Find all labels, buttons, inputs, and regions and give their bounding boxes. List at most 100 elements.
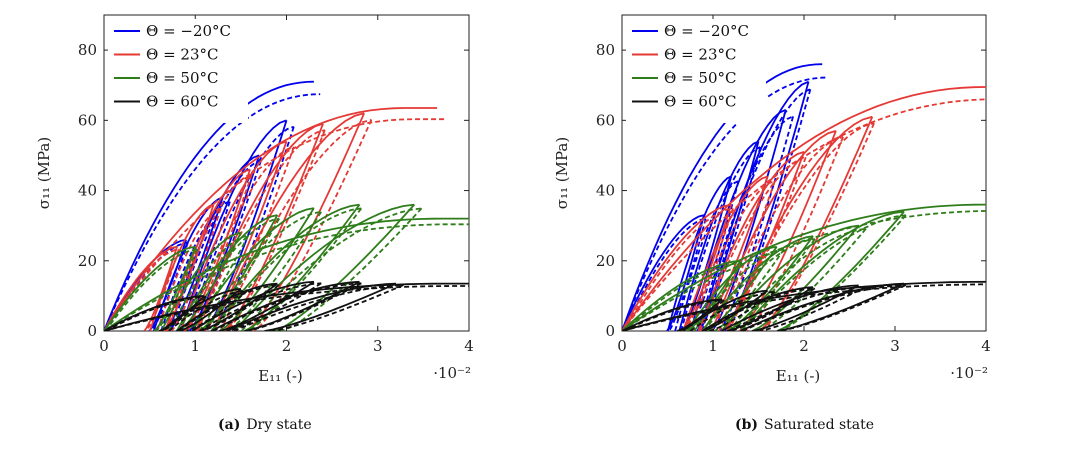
series-3 [104,280,469,331]
experiment-curve [178,232,242,331]
simulation-curve [759,285,867,331]
experiment-curve [179,140,287,331]
legend-label: Θ = 60°C [664,93,736,111]
simulation-curve [105,248,198,331]
x-tick-label: 3 [890,337,900,355]
simulation-curve [212,282,362,331]
simulation-curve [200,284,280,331]
simulation-curve [166,173,253,331]
y-tick-label: 40 [596,182,615,200]
envelope-curve [622,63,823,331]
y-tick-label: 0 [605,322,615,340]
y-tick-label: 60 [596,111,615,129]
simulation-curve [187,146,295,331]
envelope-sim-curve [104,93,321,331]
x-tick-label: 2 [799,337,809,355]
experiment-curve [678,140,759,331]
simulation-curve [168,289,249,331]
x-axis-label: E₁₁ (-) [776,367,821,385]
simulation-curve [701,88,811,331]
experiment-curve [682,289,768,331]
experiment-curve [720,284,859,331]
caption: (b) Saturated state [735,417,874,433]
experiment-curve [160,288,241,331]
simulation-curve [186,235,249,331]
simulation-curve [178,284,280,331]
x-tick-label: 2 [282,337,292,355]
simulation-curve [623,207,734,331]
caption-text: Dry state [246,417,311,433]
legend: Θ = −20°C Θ = 23°C Θ = 50°C Θ = 60°C [108,19,248,123]
experiment-curve [622,203,732,331]
simulation-curve [225,129,326,331]
experiment-curve [176,282,278,331]
simulation-curve [688,262,743,331]
caption-label: (a) [218,417,240,433]
experiment-curve [104,245,196,331]
simulation-curve [198,282,322,331]
experiment-curve [751,225,860,331]
x-axis-label: E₁₁ (-) [258,367,303,385]
x-axis-multiplier: ·10⁻² [950,364,988,382]
y-tick-label: 80 [78,41,97,59]
y-tick-label: 20 [596,252,615,270]
experiment-curve [689,108,787,331]
envelope-sim-curve [622,76,829,331]
experiment-curve [179,119,287,331]
envelope-curve [622,203,986,331]
experiment-curve [163,204,215,331]
envelope-curve [104,217,469,331]
experiment-curve [622,259,741,331]
legend-label: Θ = 50°C [664,69,736,87]
y-tick-label: 40 [78,182,97,200]
simulation-curve [623,262,743,331]
simulation-curve [713,248,785,331]
simulation-curve [709,291,776,331]
simulation-curve [718,136,844,331]
experiment-curve [686,245,777,331]
experiment-curve [218,207,315,331]
plot-area [104,80,469,331]
simulation-curve [212,207,362,331]
experiment-curve [622,298,723,331]
experiment-curve [160,231,242,331]
caption-text: Saturated state [764,417,874,433]
simulation-curve [703,238,816,331]
legend-label: Θ = 23°C [664,46,736,64]
experiment-curve [710,130,837,331]
y-tick-label: 0 [87,322,97,340]
simulation-curve [778,284,907,331]
simulation-curve [168,234,249,331]
experiment-curve [622,214,705,331]
caption-label: (b) [735,417,758,433]
envelope-curve [104,282,469,331]
simulation-curve [708,180,776,331]
legend-label: Θ = 60°C [146,93,218,111]
simulation-curve [746,136,844,331]
simulation-curve [155,248,198,331]
envelope-sim-curve [622,98,986,331]
experiment-curve [233,203,415,331]
y-tick-label: 80 [596,41,615,59]
y-tick-label: 60 [78,111,97,129]
envelope-sim-curve [104,285,469,331]
x-tick-label: 3 [373,337,383,355]
simulation-curve [728,122,875,331]
experiment-curve [682,175,768,331]
experiment-curve [149,203,214,331]
experiment-curve [726,115,873,331]
simulation-curve [668,218,707,331]
experiment-curve [246,112,365,331]
experiment-curve [104,245,178,331]
simulation-curve [281,207,423,331]
experiment-curve [697,151,805,331]
series-3 [622,280,986,331]
simulation-curve [177,217,280,331]
simulation-curve [210,126,295,331]
experiment-curve [264,282,397,331]
x-axis-multiplier: ·10⁻² [433,364,471,382]
envelope-curve [622,86,986,331]
simulation-curve [240,207,422,331]
simulation-curve [200,218,280,331]
